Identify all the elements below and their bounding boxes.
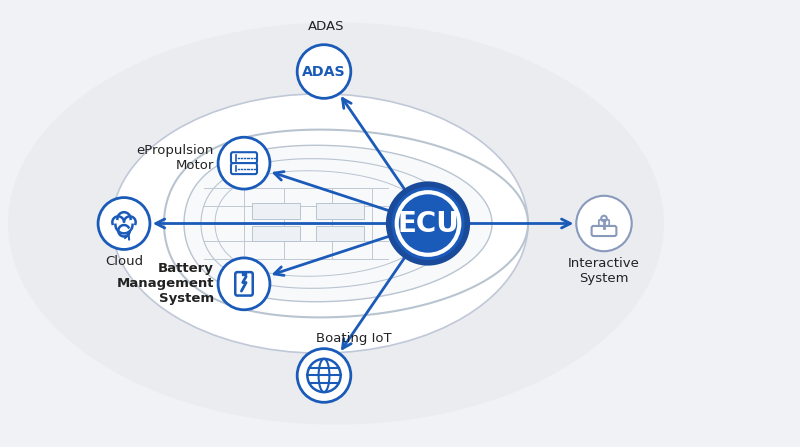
Text: Battery
Management
System: Battery Management System <box>117 262 214 305</box>
Circle shape <box>397 192 459 255</box>
PathPatch shape <box>215 171 432 276</box>
Circle shape <box>576 196 632 251</box>
FancyBboxPatch shape <box>235 272 253 295</box>
Ellipse shape <box>112 94 528 353</box>
Circle shape <box>297 45 351 98</box>
Circle shape <box>389 184 467 263</box>
PathPatch shape <box>164 130 528 317</box>
Bar <box>316 203 364 219</box>
Ellipse shape <box>8 22 664 425</box>
Text: ADAS: ADAS <box>302 64 346 79</box>
Bar <box>316 226 364 241</box>
Circle shape <box>98 198 150 249</box>
Circle shape <box>297 349 351 402</box>
Text: Boating IoT: Boating IoT <box>316 332 392 345</box>
Text: Cloud: Cloud <box>105 255 143 269</box>
PathPatch shape <box>184 145 492 302</box>
Bar <box>252 203 300 219</box>
Text: ECU: ECU <box>397 210 459 237</box>
FancyBboxPatch shape <box>231 163 257 174</box>
Text: ADAS: ADAS <box>308 20 344 33</box>
Circle shape <box>218 137 270 189</box>
Text: ePropulsion
Motor: ePropulsion Motor <box>137 144 214 172</box>
Text: Interactive
System: Interactive System <box>568 257 640 285</box>
PathPatch shape <box>201 159 460 288</box>
FancyBboxPatch shape <box>231 152 257 163</box>
Bar <box>252 226 300 241</box>
Bar <box>242 272 246 275</box>
Circle shape <box>218 258 270 310</box>
